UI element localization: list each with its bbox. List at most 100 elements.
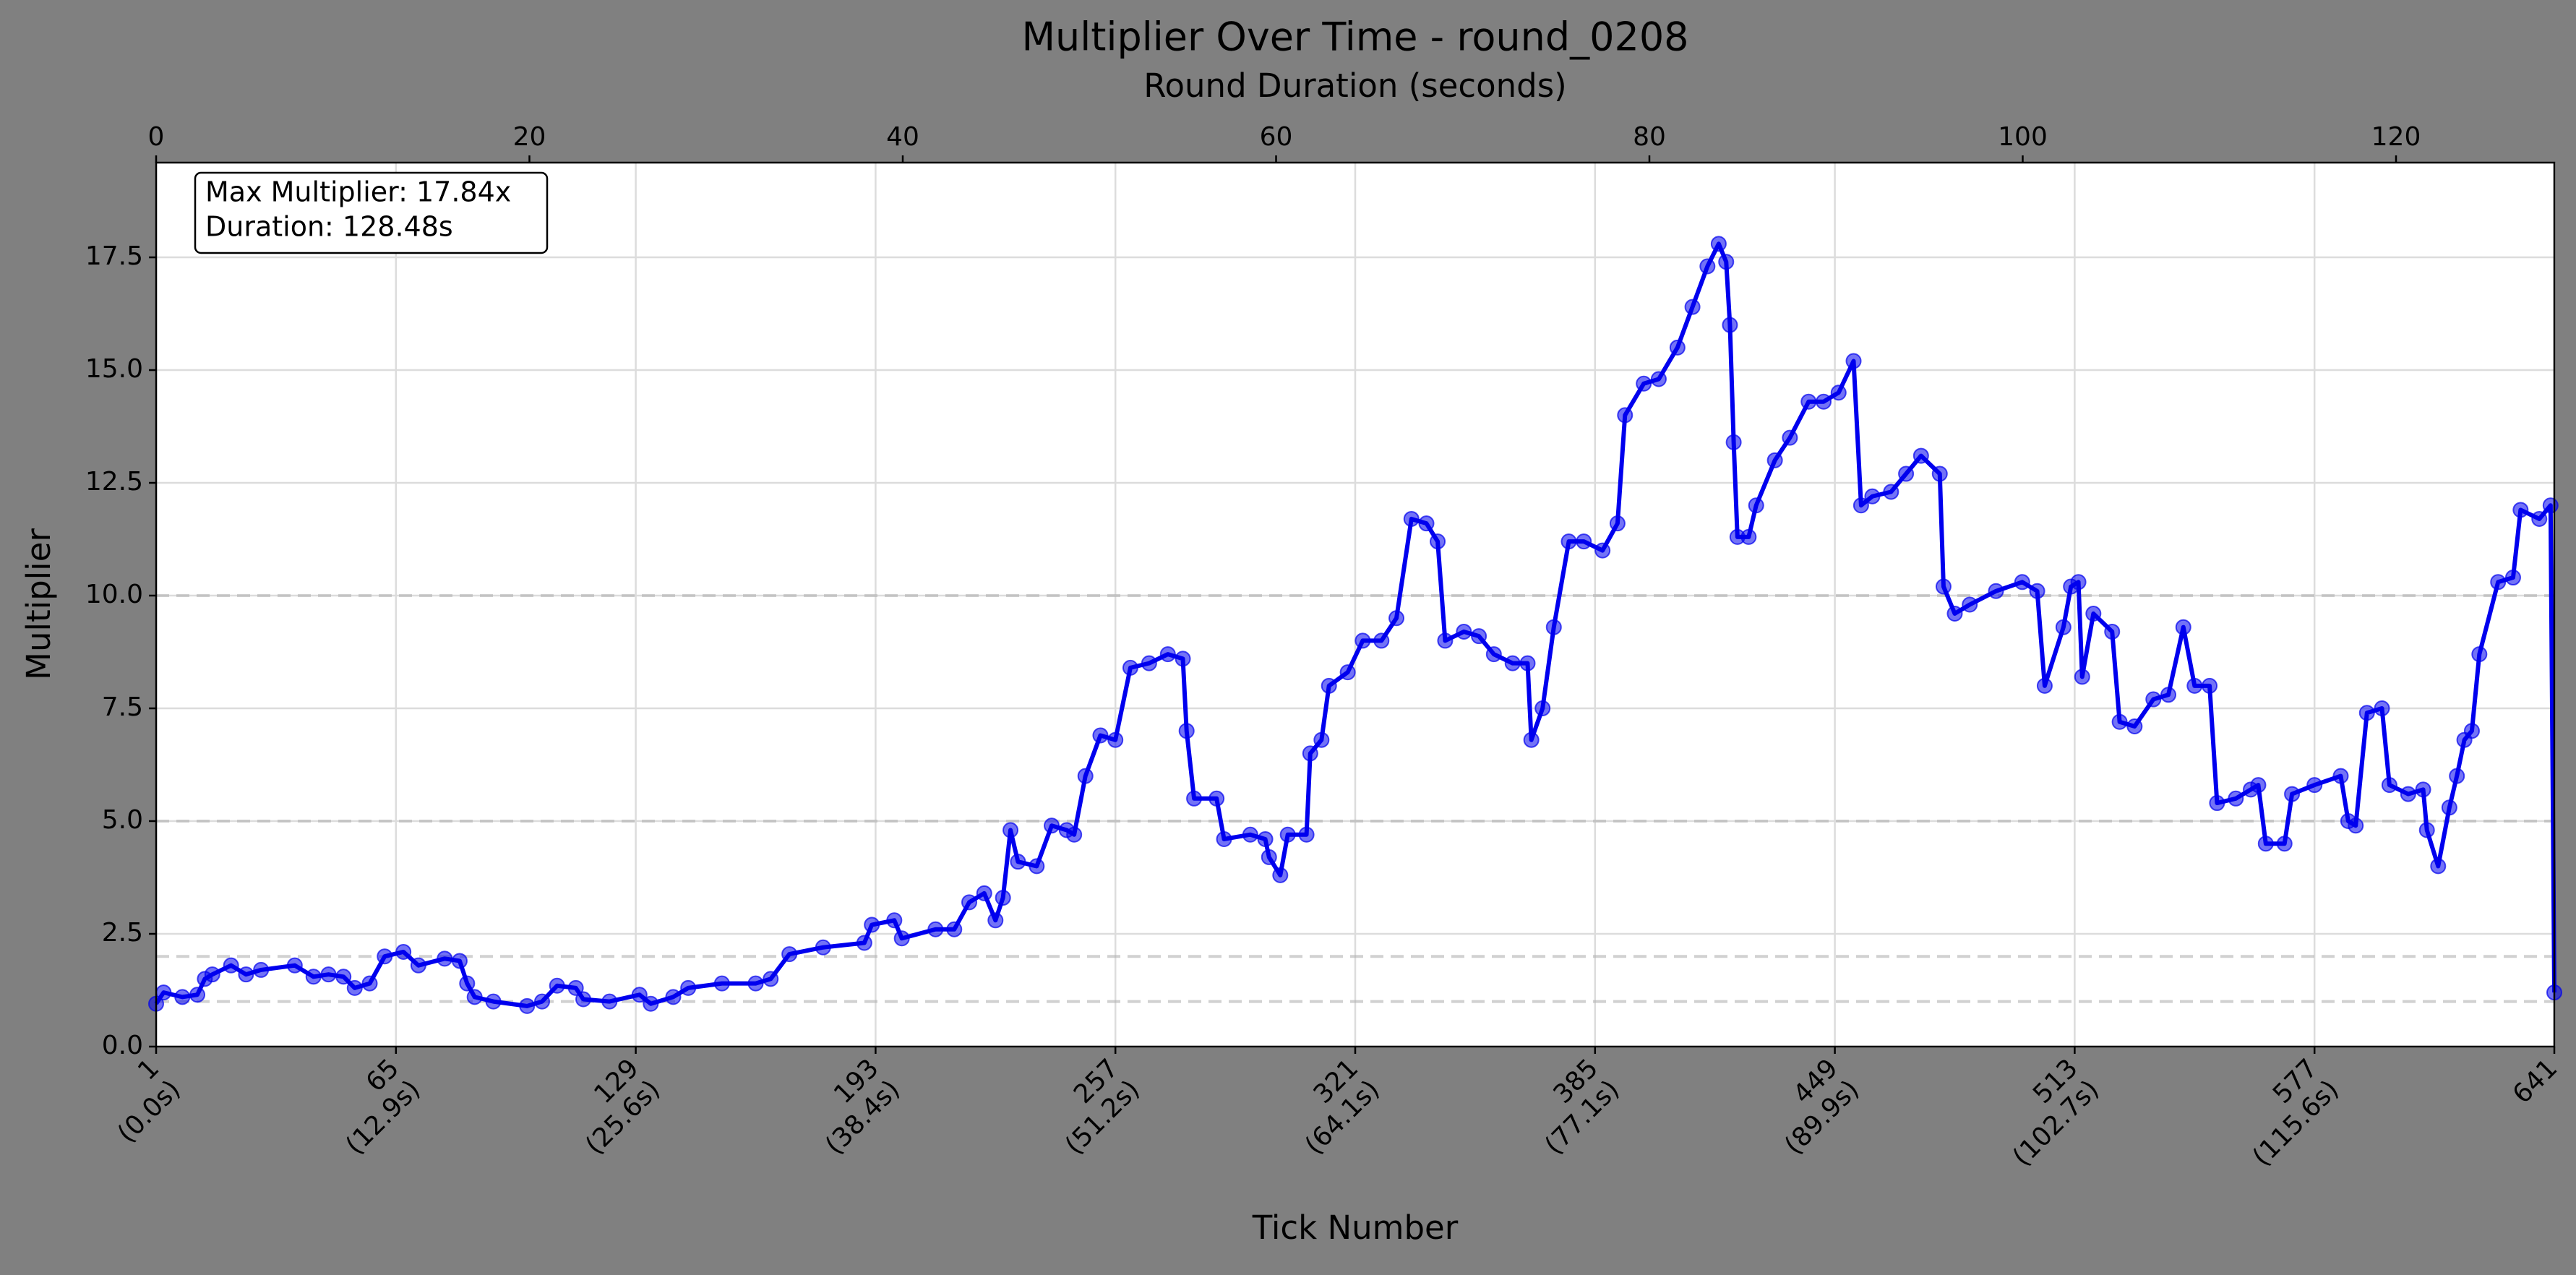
data-point <box>1208 790 1225 807</box>
data-point <box>320 966 337 983</box>
data-point <box>2202 677 2218 694</box>
data-point <box>1650 371 1667 387</box>
data-point <box>2228 790 2244 807</box>
data-point <box>1298 826 1315 843</box>
data-point <box>2374 700 2390 717</box>
data-point <box>1830 385 1847 401</box>
data-point <box>1388 610 1405 627</box>
data-point <box>2504 570 2521 586</box>
data-point <box>485 993 502 1010</box>
data-point <box>1617 407 1633 424</box>
data-point <box>1935 578 1952 595</box>
data-point <box>1931 465 1948 482</box>
data-point <box>223 957 239 974</box>
data-point <box>1178 723 1195 739</box>
data-point <box>2400 786 2416 802</box>
data-point <box>410 957 426 974</box>
data-point <box>2209 795 2225 812</box>
data-point <box>1175 651 1191 667</box>
data-point <box>856 935 872 951</box>
data-point <box>1029 858 1045 875</box>
annotation-text: Max Multiplier: 17.84x <box>205 176 511 208</box>
data-point <box>451 953 468 969</box>
data-point <box>2250 777 2267 794</box>
data-point <box>2471 646 2488 663</box>
data-point <box>1186 790 1203 807</box>
data-point <box>2512 502 2529 518</box>
data-point <box>1321 677 1337 694</box>
data-point <box>1740 528 1757 545</box>
y-tick-label: 17.5 <box>85 241 143 271</box>
data-point <box>2126 718 2143 734</box>
data-point <box>1988 583 2004 599</box>
data-point <box>893 930 910 947</box>
data-point <box>1748 497 1764 514</box>
data-point <box>747 975 764 992</box>
x2-tick-label: 80 <box>1633 122 1666 152</box>
data-point <box>2055 619 2071 635</box>
data-point <box>2111 713 2128 730</box>
data-point <box>2257 836 2274 852</box>
data-point <box>1609 515 1626 532</box>
data-point <box>665 989 682 1005</box>
data-point <box>2306 777 2323 794</box>
data-point <box>1845 353 1862 369</box>
data-point <box>1912 447 1929 464</box>
data-point <box>2070 574 2087 591</box>
data-point <box>1003 822 1019 838</box>
data-point <box>864 916 880 933</box>
data-point <box>2348 817 2364 834</box>
data-point <box>2358 705 2375 721</box>
x2-tick-label: 120 <box>2371 122 2421 152</box>
data-point <box>1722 317 1738 333</box>
data-point <box>1141 655 1157 671</box>
data-point <box>2463 723 2480 739</box>
data-point <box>1636 375 1652 392</box>
y-tick-label: 10.0 <box>85 580 143 609</box>
y-tick-label: 7.5 <box>102 692 143 722</box>
data-point <box>1373 632 1390 649</box>
data-point <box>1216 830 1232 847</box>
data-point <box>174 989 191 1005</box>
data-point <box>1684 299 1701 315</box>
data-point <box>2542 497 2559 514</box>
data-point <box>1504 655 1521 671</box>
data-point <box>2036 677 2053 694</box>
data-point <box>2104 623 2121 640</box>
data-point <box>238 966 254 983</box>
data-point <box>2418 822 2435 838</box>
data-point <box>1354 632 1371 649</box>
annotation-text: Duration: 128.48s <box>205 211 453 243</box>
data-point <box>2014 574 2030 591</box>
data-point <box>1594 542 1611 559</box>
data-point <box>1066 826 1083 843</box>
data-point <box>204 966 220 983</box>
data-point <box>1725 434 1742 450</box>
data-point <box>1010 854 1026 870</box>
data-point <box>927 921 944 937</box>
data-point <box>2449 768 2465 784</box>
data-point <box>680 979 697 996</box>
data-point <box>1122 659 1138 676</box>
marks <box>148 236 2562 1014</box>
data-point <box>2145 691 2162 708</box>
data-point <box>946 921 963 937</box>
data-point <box>1669 339 1686 356</box>
data-point <box>1044 817 1060 834</box>
data-point <box>1107 731 1124 748</box>
y-tick-label: 15.0 <box>85 354 143 384</box>
data-point <box>781 946 798 963</box>
chart-title: Multiplier Over Time - round_0208 <box>1021 14 1688 60</box>
data-point <box>2441 799 2457 816</box>
x-axis-label: Tick Number <box>1252 1209 1459 1247</box>
data-point <box>1782 429 1798 446</box>
data-point <box>631 987 648 1003</box>
data-point <box>1313 731 1330 748</box>
x2-tick-label: 100 <box>1998 122 2048 152</box>
data-point <box>1159 646 1176 663</box>
data-point <box>2276 836 2293 852</box>
data-point <box>1766 452 1783 468</box>
data-point <box>395 943 412 960</box>
data-point <box>2381 777 2397 794</box>
data-point <box>2415 781 2431 798</box>
